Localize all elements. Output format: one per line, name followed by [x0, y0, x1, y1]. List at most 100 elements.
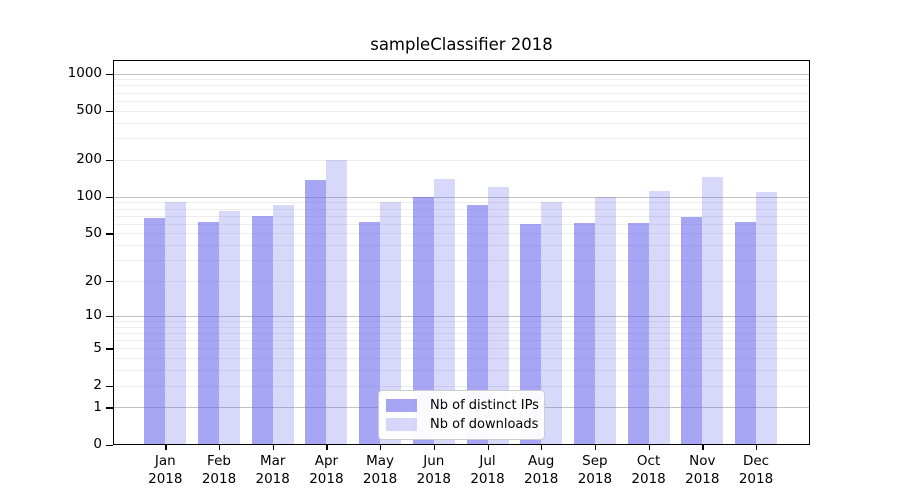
y-tick-label: 1 — [93, 398, 102, 415]
chart-title: sampleClassifier 2018 — [370, 35, 553, 54]
bar-downloads-sep — [594, 197, 616, 445]
minor-gridline — [113, 260, 810, 262]
y-tick-mark — [106, 110, 113, 112]
bar-downloads-nov — [702, 176, 724, 445]
x-tick-label: Aug 2018 — [524, 453, 559, 487]
minor-gridline — [113, 138, 810, 140]
minor-gridline — [113, 370, 810, 372]
minor-gridline — [113, 92, 810, 94]
minor-gridline — [113, 223, 810, 225]
minor-gridline — [113, 110, 810, 112]
legend-item-distinct-ips: Nb of distinct IPs — [386, 396, 539, 415]
major-gridline — [113, 73, 810, 75]
minor-gridline — [113, 320, 810, 322]
x-tick-mark — [272, 444, 274, 450]
bar-downloads-aug — [541, 202, 563, 445]
y-tick-mark — [106, 385, 113, 387]
x-tick-mark — [541, 444, 543, 450]
bar-distinct-ips-sep — [573, 222, 595, 445]
bar-distinct-ips-dec — [735, 222, 756, 445]
minor-gridline — [113, 245, 810, 247]
minor-gridline — [113, 122, 810, 124]
bar-distinct-ips-feb — [198, 222, 219, 445]
bar-distinct-ips-nov — [681, 217, 703, 445]
x-tick-mark — [165, 444, 167, 450]
bar-distinct-ips-jul — [466, 205, 488, 445]
bar-distinct-ips-jun — [412, 197, 434, 445]
x-tick-label: Mar 2018 — [255, 453, 290, 487]
bar-distinct-ips-may — [359, 222, 381, 445]
x-tick-mark — [219, 444, 221, 450]
y-tick-label: 100 — [76, 188, 102, 205]
minor-gridline — [113, 202, 810, 204]
minor-gridline — [113, 358, 810, 360]
y-tick-label: 5 — [93, 339, 102, 356]
bar-distinct-ips-aug — [520, 223, 542, 445]
bar-downloads-oct — [648, 191, 670, 445]
bar-downloads-mar — [272, 205, 294, 445]
y-tick-mark — [106, 444, 113, 446]
minor-gridline — [113, 159, 810, 161]
plot-area — [113, 60, 810, 445]
x-tick-label: Feb 2018 — [201, 453, 237, 487]
minor-gridline — [113, 281, 810, 282]
legend-swatch-distinct-ips — [386, 399, 417, 412]
minor-gridline — [113, 340, 810, 341]
x-tick-mark — [433, 444, 436, 450]
x-tick-label: Jun 2018 — [416, 453, 451, 487]
bar-downloads-feb — [219, 210, 240, 445]
x-tick-label: Jul 2018 — [470, 453, 505, 487]
bar-distinct-ips-apr — [305, 180, 327, 445]
y-tick-mark — [106, 196, 113, 198]
x-tick-mark — [380, 444, 382, 450]
major-gridline — [113, 196, 810, 198]
x-tick-mark — [487, 444, 489, 450]
x-tick-label: Oct 2018 — [631, 453, 666, 487]
x-tick-label: Apr 2018 — [309, 453, 344, 487]
y-tick-mark — [106, 407, 113, 409]
x-tick-mark — [594, 444, 597, 450]
y-tick-label: 0 — [93, 436, 102, 452]
x-tick-label: Sep 2018 — [577, 453, 613, 487]
minor-gridline — [113, 100, 810, 102]
y-tick-mark — [106, 233, 113, 235]
y-tick-label: 1000 — [67, 65, 102, 81]
minor-gridline — [113, 332, 810, 334]
x-tick-label: Nov 2018 — [685, 453, 720, 487]
bar-distinct-ips-jan — [144, 217, 166, 445]
minor-gridline — [113, 348, 810, 350]
y-tick-mark — [106, 348, 113, 350]
minor-gridline — [113, 85, 810, 87]
minor-gridline — [113, 208, 810, 210]
y-tick-mark — [106, 159, 113, 161]
minor-gridline — [113, 385, 810, 387]
legend-label-distinct-ips: Nb of distinct IPs — [430, 398, 539, 413]
legend-swatch-downloads — [386, 418, 417, 431]
bar-downloads-may — [380, 202, 402, 445]
bar-downloads-jan — [165, 201, 187, 445]
minor-gridline — [113, 326, 810, 328]
bar-downloads-apr — [326, 159, 348, 445]
legend-label-downloads: Nb of downloads — [430, 417, 539, 432]
bar-distinct-ips-oct — [627, 222, 649, 445]
bar-downloads-dec — [756, 192, 777, 445]
legend-item-downloads: Nb of downloads — [386, 415, 539, 434]
bar-downloads-jun — [433, 178, 455, 445]
x-tick-mark — [756, 444, 758, 450]
minor-gridline — [113, 79, 810, 81]
bar-downloads-jul — [487, 187, 509, 445]
y-tick-mark — [106, 281, 113, 283]
y-tick-mark — [106, 73, 113, 75]
major-gridline — [113, 315, 810, 317]
x-tick-label: Jan 2018 — [148, 453, 183, 487]
y-tick-label: 10 — [84, 307, 102, 324]
x-tick-mark — [326, 444, 328, 450]
legend: Nb of distinct IPs Nb of downloads — [378, 390, 545, 440]
minor-gridline — [113, 215, 810, 217]
y-tick-label: 50 — [84, 224, 102, 241]
x-tick-label: Dec 2018 — [738, 453, 774, 487]
bar-distinct-ips-mar — [251, 215, 273, 445]
x-tick-mark — [702, 444, 704, 450]
x-tick-mark — [648, 444, 650, 450]
